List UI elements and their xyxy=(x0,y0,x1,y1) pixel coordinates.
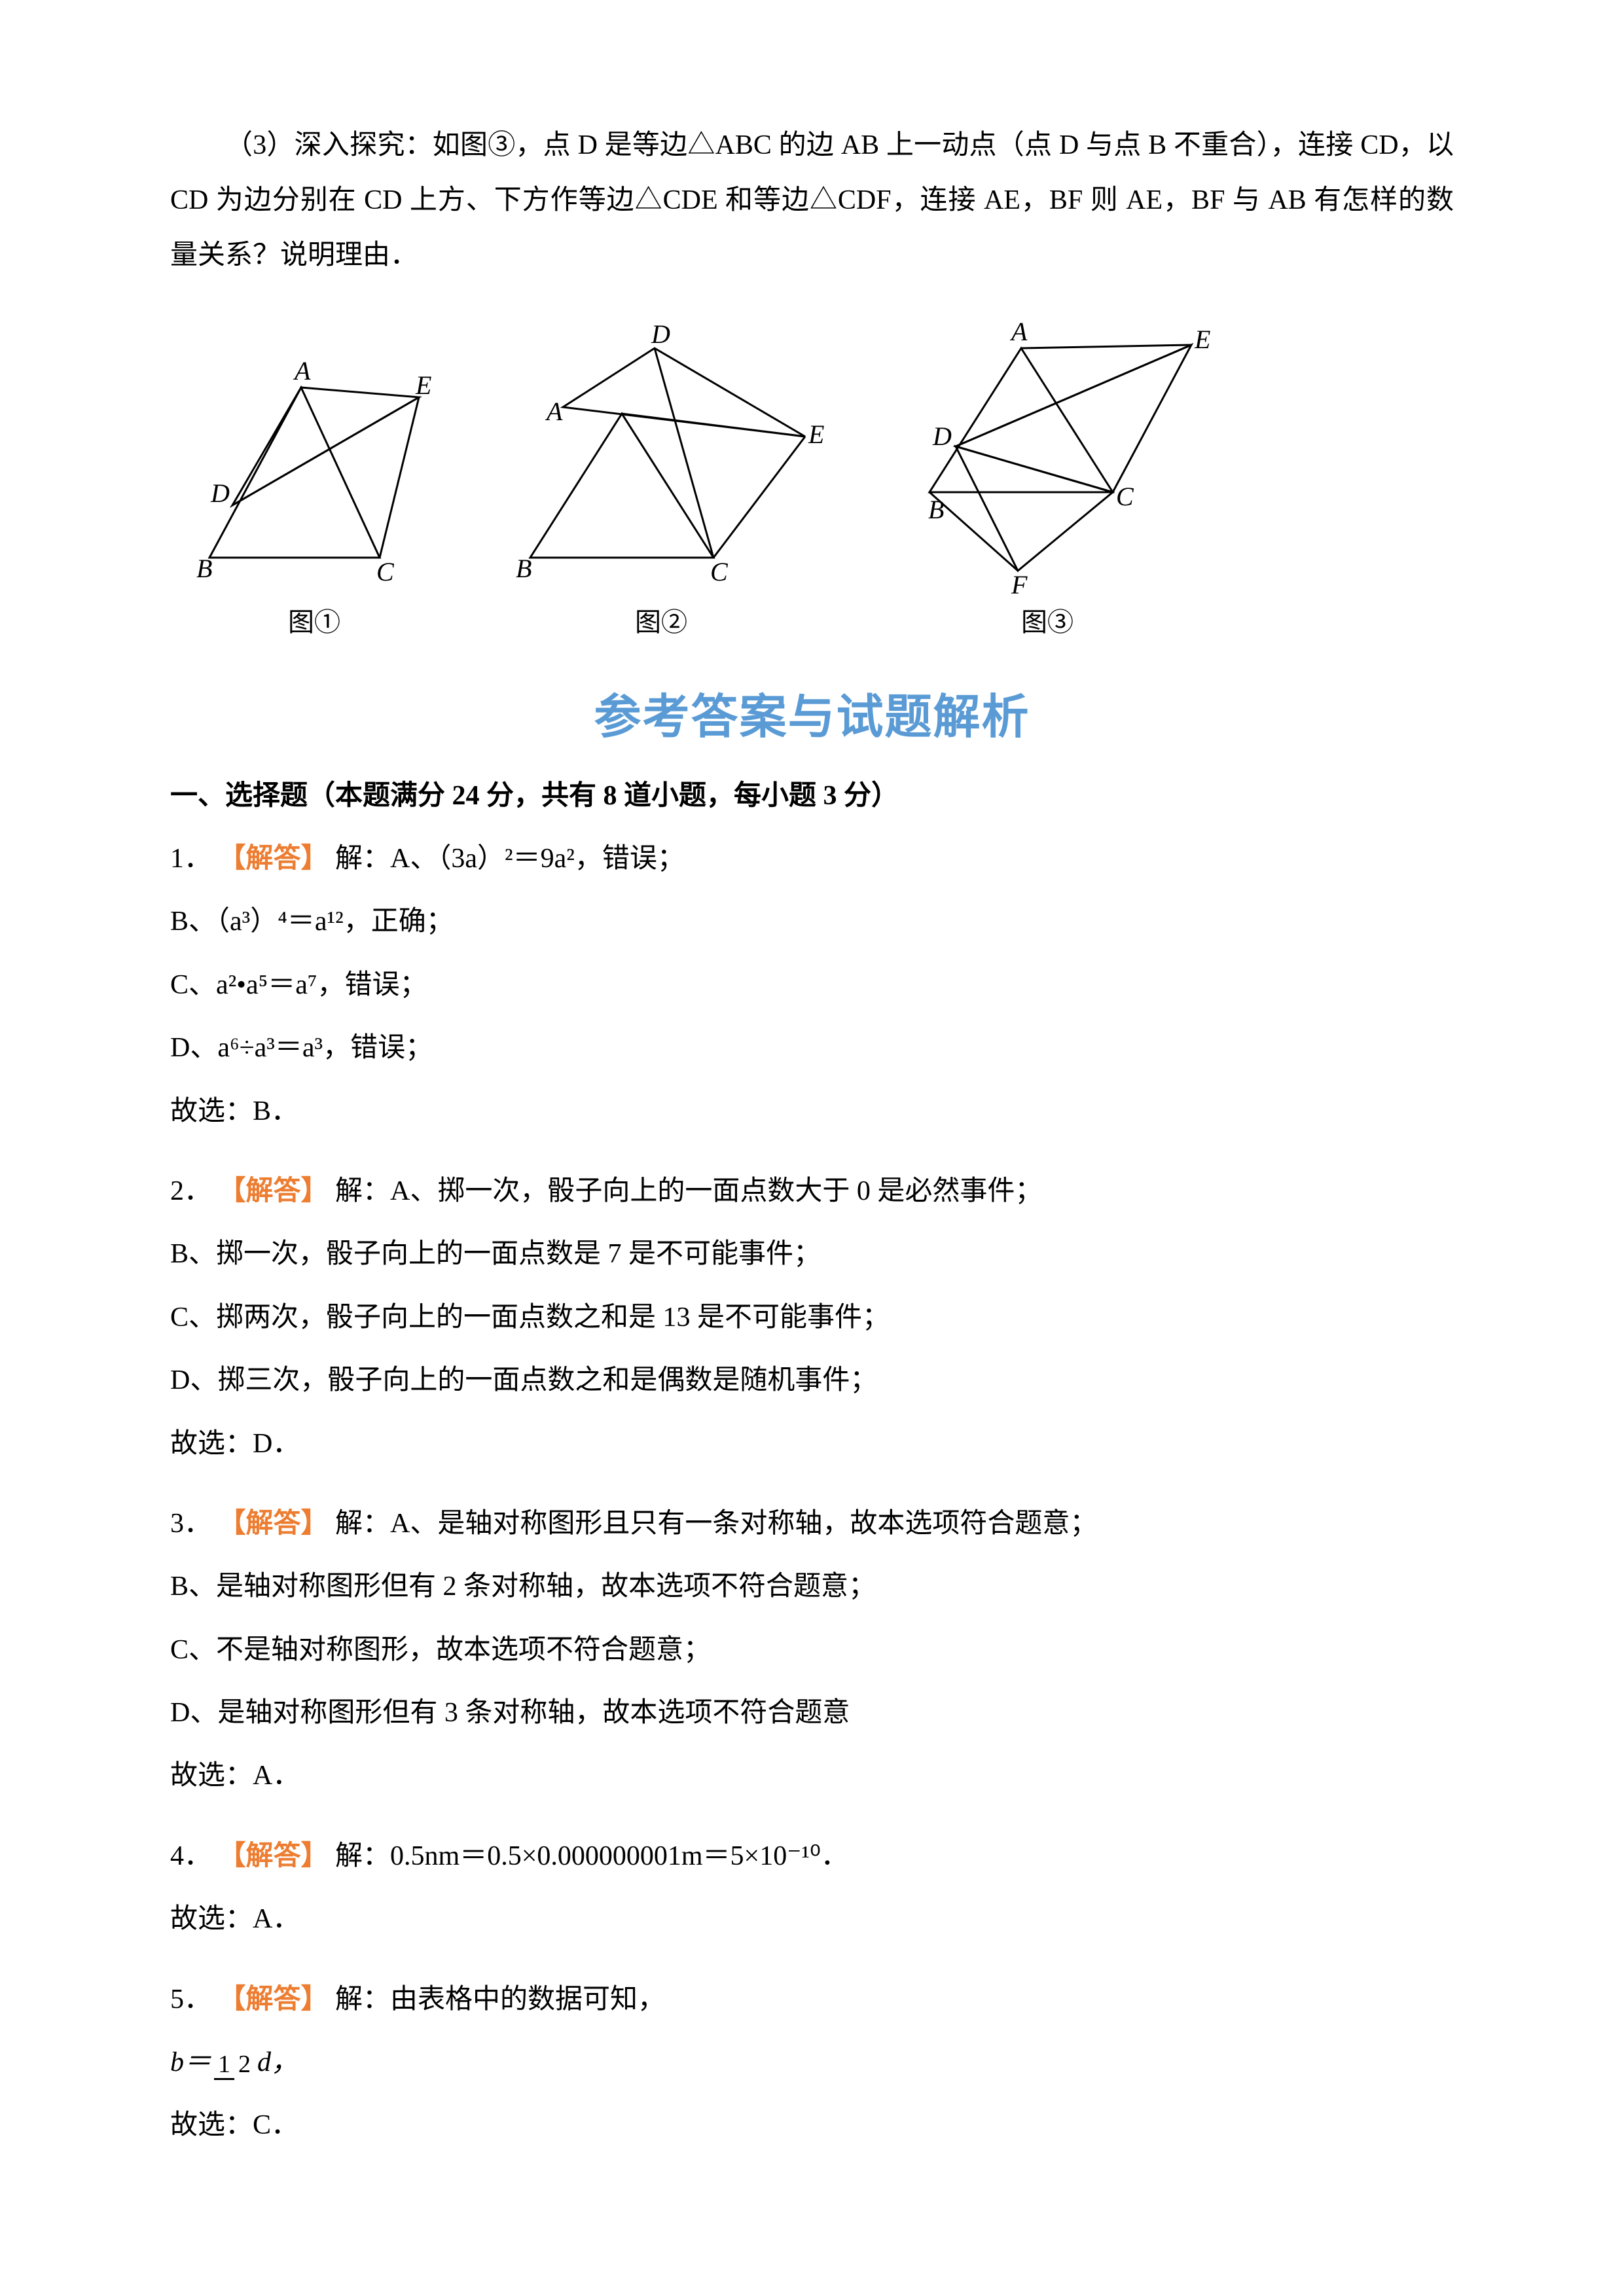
svg-text:C: C xyxy=(376,557,395,586)
answer-1-line-3: D、a⁶÷a³＝a³，错误； xyxy=(170,1018,1454,1078)
figure-1: A E D B C 图① xyxy=(170,348,458,639)
section-1-heading: 一、选择题（本题满分 24 分，共有 8 道小题，每小题 3 分） xyxy=(170,773,1454,813)
answer-tag: 【解答】 xyxy=(219,844,329,874)
svg-text:A: A xyxy=(545,397,563,426)
answer-2-line-2: C、掷两次，骰子向上的一面点数之和是 13 是不可能事件； xyxy=(170,1287,1454,1348)
answer-tag: 【解答】 xyxy=(219,1841,329,1871)
svg-text:E: E xyxy=(1194,325,1210,354)
figure-1-label: 图① xyxy=(288,601,340,639)
answers-section-title: 参考答案与试题解析 xyxy=(170,678,1454,747)
figure-3-label: 图③ xyxy=(1021,601,1074,639)
answer-2-line-1: B、掷一次，骰子向上的一面点数是 7 是不可能事件； xyxy=(170,1224,1454,1284)
answer-3: 3． 【解答】 解：A、是轴对称图形且只有一条对称轴，故本选项符合题意； B、是… xyxy=(170,1494,1454,1806)
answer-1-line-1: B、（a³）⁴＝a¹²，正确； xyxy=(170,891,1454,952)
figure-1-svg: A E D B C xyxy=(170,348,458,597)
svg-text:D: D xyxy=(210,478,230,508)
svg-text:C: C xyxy=(710,557,729,586)
answer-tag: 【解答】 xyxy=(219,1176,329,1206)
answer-1-line-2: C、a²•a⁵＝a⁷，错误； xyxy=(170,955,1454,1015)
answer-tag: 【解答】 xyxy=(219,1509,329,1539)
answer-1: 1． 【解答】 解：A、（3a）²＝9a²，错误； B、（a³）⁴＝a¹²，正确… xyxy=(170,829,1454,1141)
svg-text:F: F xyxy=(1011,570,1028,597)
answer-3-num: 3 xyxy=(170,1509,184,1539)
answer-3-line-0: 解：A、是轴对称图形且只有一条对称轴，故本选项符合题意； xyxy=(335,1509,1097,1539)
figure-2-label: 图② xyxy=(635,601,687,639)
answer-3-line-1: B、是轴对称图形但有 2 条对称轴，故本选项不符合题意； xyxy=(170,1556,1454,1617)
answer-1-num: 1 xyxy=(170,844,184,874)
figure-2: D A E B C 图② xyxy=(484,322,838,639)
svg-text:D: D xyxy=(651,322,670,349)
svg-text:B: B xyxy=(516,554,532,583)
answer-2-line-0: 解：A、掷一次，骰子向上的一面点数大于 0 是必然事件； xyxy=(335,1176,1042,1206)
svg-text:A: A xyxy=(1009,317,1028,346)
svg-text:A: A xyxy=(293,356,311,386)
svg-text:C: C xyxy=(1116,482,1134,511)
answer-4: 4． 【解答】 解：0.5nm＝0.5×0.000000001m＝5×10⁻¹⁰… xyxy=(170,1826,1454,1950)
answer-4-line-1: 故选：A． xyxy=(170,1889,1454,1949)
svg-text:E: E xyxy=(808,420,824,449)
answer-5-frac-prefix: b＝ xyxy=(170,2047,211,2077)
figures-row: A E D B C 图① xyxy=(170,309,1454,639)
answer-5-num: 5 xyxy=(170,1984,184,2015)
answer-4-num: 4 xyxy=(170,1841,184,1871)
answer-4-line-0: 解：0.5nm＝0.5×0.000000001m＝5×10⁻¹⁰． xyxy=(335,1841,848,1871)
answer-3-line-4: 故选：A． xyxy=(170,1746,1454,1806)
fraction-num: 1 xyxy=(214,2051,234,2080)
svg-text:B: B xyxy=(196,554,212,583)
answer-3-line-3: D、是轴对称图形但有 3 条对称轴，故本选项不符合题意 xyxy=(170,1683,1454,1743)
problem-3-text: （3）深入探究：如图③，点 D 是等边△ABC 的边 AB 上一动点（点 D 与… xyxy=(170,118,1454,283)
answer-5-equation: b＝12d， xyxy=(170,2032,1454,2092)
answer-2-line-4: 故选：D． xyxy=(170,1414,1454,1474)
answer-2-num: 2 xyxy=(170,1176,184,1206)
answer-2-line-3: D、掷三次，骰子向上的一面点数之和是偶数是随机事件； xyxy=(170,1350,1454,1410)
answer-3-line-2: C、不是轴对称图形，故本选项不符合题意； xyxy=(170,1620,1454,1680)
figure-2-svg: D A E B C xyxy=(484,322,838,597)
answer-2: 2． 【解答】 解：A、掷一次，骰子向上的一面点数大于 0 是必然事件； B、掷… xyxy=(170,1161,1454,1474)
figure-3-svg: A E D B C F xyxy=(864,309,1231,597)
answer-tag: 【解答】 xyxy=(219,1984,329,2015)
fraction-den: 2 xyxy=(234,2051,255,2078)
answer-1-line-0: 解：A、（3a）²＝9a²，错误； xyxy=(335,844,685,874)
svg-text:D: D xyxy=(932,422,952,451)
answer-1-line-4: 故选：B． xyxy=(170,1081,1454,1141)
svg-text:E: E xyxy=(415,370,431,400)
fraction: 12 xyxy=(214,2052,255,2077)
answer-5-last: 故选：C． xyxy=(170,2095,1454,2155)
answer-5-frac-suffix: d， xyxy=(257,2047,298,2077)
answer-5: 5． 【解答】 解：由表格中的数据可知， b＝12d， 故选：C． xyxy=(170,1969,1454,2156)
figure-3: A E D B C F 图③ xyxy=(864,309,1231,639)
svg-text:B: B xyxy=(928,495,944,524)
answer-5-line-0: 解：由表格中的数据可知， xyxy=(335,1984,665,2015)
